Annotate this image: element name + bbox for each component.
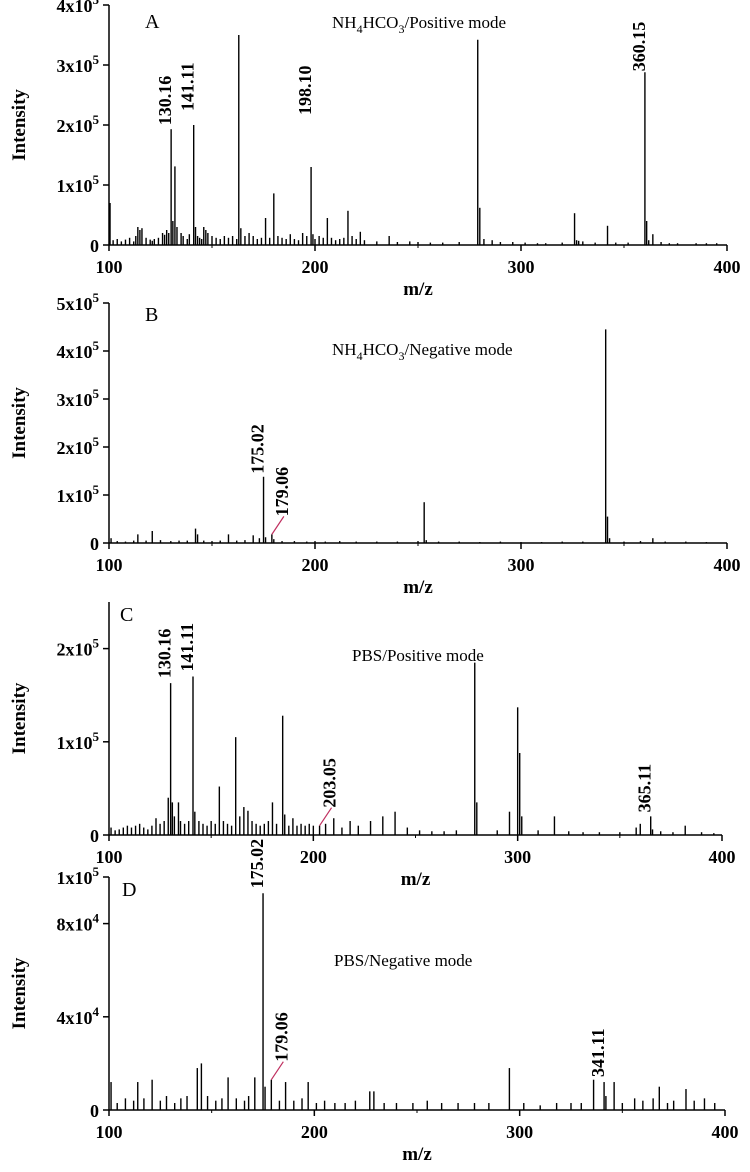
y-tick-label: 4x105 [57,338,100,362]
x-tick-label: 100 [96,257,123,277]
x-tick-label: 300 [508,555,535,575]
leader-line [319,807,333,827]
peak-label: 175.02 [248,424,268,474]
y-tick-label: 4x104 [57,1004,100,1028]
x-tick-label: 300 [504,847,531,867]
y-tick-label: 3x105 [57,52,100,76]
x-axis-title: m/z [401,869,431,890]
x-tick-label: 200 [300,847,327,867]
x-tick-label: 200 [301,1122,328,1142]
panel-b: 100 200 300 400 0 1x105 2x105 3x105 4x105 5x105 m/… [9,290,741,598]
y-tick-label: 0 [90,534,99,554]
peak-label: 141.11 [178,62,198,111]
y-tick-label: 1x105 [57,172,100,196]
x-tick-label: 200 [302,555,329,575]
y-tick-label: 5x105 [57,290,100,314]
y-tick-label: 1x105 [57,864,100,888]
y-tick-label: 0 [90,236,99,256]
x-axis-title: m/z [402,1144,432,1165]
y-tick-label: 1x105 [57,729,100,753]
y-tick-label: 2x105 [57,434,100,458]
panel-a: 100 200 300 400 0 1x105 2x105 3x105 4x105 m/z Inte… [9,0,741,300]
x-tick-label: 100 [96,1122,123,1142]
peak-label: 179.06 [271,1012,291,1062]
leader-line [270,1061,284,1081]
panel-letter: C [120,604,133,626]
x-tick-label: 400 [714,555,741,575]
y-tick-label: 3x105 [57,386,100,410]
x-tick-label: 400 [714,257,741,277]
panel-letter: A [145,11,160,33]
peak-label: 130.16 [155,76,175,126]
x-axis-title: m/z [403,279,433,300]
panel-letter: B [145,304,158,326]
panel-c: 100 200 300 400 0 1x105 2x105 m/z Intensity C PBS/… [9,602,736,890]
y-axis-title: Intensity [9,89,30,161]
y-axis-title: Intensity [9,682,30,754]
peak-label: 360.15 [629,22,649,72]
condition-label: NH4HCO3/Positive mode [332,13,506,36]
x-tick-label: 400 [712,1122,739,1142]
leader-line [271,516,285,535]
y-tick-label: 0 [90,826,99,846]
peak-label: 179.06 [272,467,292,517]
y-tick-label: 0 [90,1101,99,1121]
x-axis-title: m/z [403,577,433,598]
peak-label: 203.05 [320,758,340,808]
y-tick-label: 8x104 [57,911,100,935]
x-tick-label: 100 [96,847,123,867]
x-tick-label: 300 [506,1122,533,1142]
peak-label: 198.10 [295,66,315,116]
condition-label: PBS/Positive mode [352,646,484,665]
peak-label: 341.11 [588,1029,608,1078]
x-tick-label: 100 [96,555,123,575]
y-tick-label: 4x105 [57,0,100,16]
peak-label: 175.02 [247,839,267,889]
y-tick-label: 2x105 [57,636,100,660]
x-tick-label: 200 [302,257,329,277]
y-axis-title: Intensity [9,387,30,459]
panel-d: 100 200 300 400 0 4x104 8x104 1x105 m/z Intensity… [9,839,739,1165]
peak-label: 141.11 [177,623,197,672]
x-tick-label: 300 [508,257,535,277]
y-tick-label: 1x105 [57,482,100,506]
y-tick-label: 2x105 [57,112,100,136]
peak-label: 130.16 [155,629,175,679]
panel-letter: D [122,879,136,901]
x-tick-label: 400 [709,847,736,867]
y-axis-title: Intensity [9,957,30,1029]
peak-label: 365.11 [635,764,655,813]
condition-label: NH4HCO3/Negative mode [332,340,513,363]
condition-label: PBS/Negative mode [334,951,472,970]
